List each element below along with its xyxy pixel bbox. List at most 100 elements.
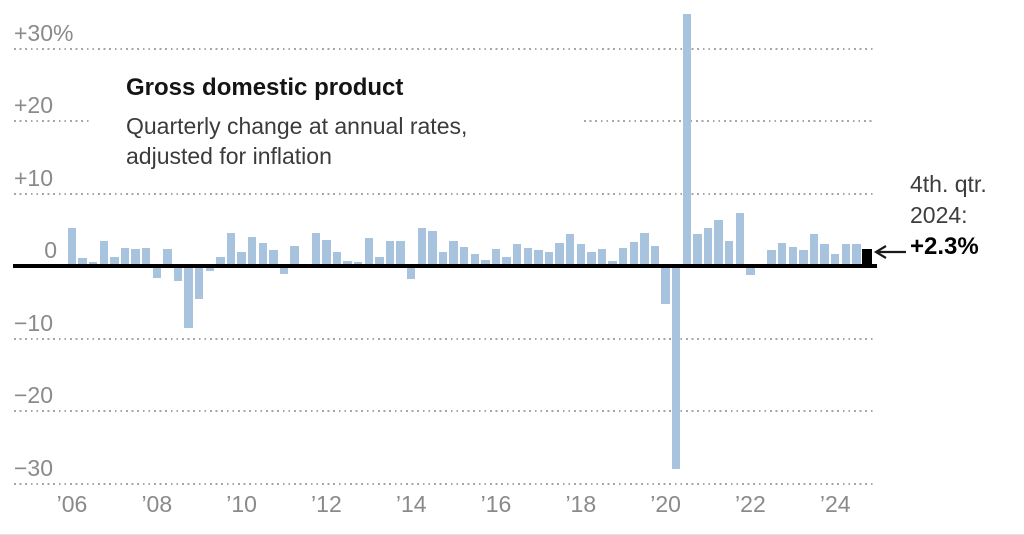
- y-tick-label-30: +30%: [14, 19, 74, 46]
- bar-2020-q3: [682, 13, 692, 266]
- bar-2006-q2: [78, 258, 87, 266]
- bar-2014-q4: [438, 251, 448, 266]
- bar-2008-q3: [173, 266, 183, 282]
- x-tick-label-2018: ’18: [565, 491, 597, 517]
- zero-axis-line: [13, 264, 877, 268]
- bar-2008-q4: [184, 266, 193, 328]
- bar-2016-q2: [502, 257, 511, 266]
- bar-2017-q1: [534, 250, 543, 266]
- bar-2018-q3: [597, 248, 607, 266]
- y-tick-label--10: −10: [14, 309, 54, 336]
- bar-2018-q4: [608, 260, 617, 266]
- bar-2012-q2: [332, 252, 342, 266]
- bar-2011-q2: [290, 245, 299, 266]
- y-tick-label-0: 0: [44, 237, 57, 263]
- bar-2013-q3: [385, 241, 395, 266]
- bar-2014-q1: [406, 266, 416, 280]
- bar-2019-q2: [629, 242, 639, 266]
- bar-2009-q3: [216, 256, 225, 266]
- bar-2011-q1: [279, 266, 289, 274]
- gridline-20-seg0: [14, 120, 91, 122]
- bar-2020-q2: [671, 266, 681, 469]
- bar-2006-q4: [99, 240, 109, 266]
- bar-2008-q1: [152, 266, 162, 279]
- bar-2019-q4: [650, 245, 660, 266]
- x-tick-label-2006: ’06: [56, 491, 88, 517]
- x-tick-label-2020: ’20: [650, 491, 681, 517]
- left-arrow-icon: [873, 245, 906, 259]
- gridline-30: [14, 47, 875, 50]
- bar-2012-q1: [322, 239, 331, 266]
- x-tick-label-2010: ’10: [226, 491, 257, 517]
- bar-2018-q1: [576, 243, 586, 266]
- bar-2014-q2: [417, 228, 427, 266]
- bar-2022-q4: [777, 242, 787, 266]
- bar-2021-q1: [703, 228, 713, 266]
- y-tick-label--20: −20: [14, 382, 54, 408]
- bar-2013-q2: [375, 257, 384, 266]
- y-tick-label-20: +20: [14, 92, 54, 118]
- gridline--20: [14, 410, 875, 412]
- bar-2016-q3: [512, 244, 522, 266]
- x-tick-label-2016: ’16: [480, 491, 512, 517]
- x-tick-label-2024: ’24: [819, 491, 851, 517]
- gridline--30: [14, 482, 875, 485]
- bar-2007-q1: [110, 257, 119, 266]
- bar-2010-q4: [269, 250, 278, 266]
- chart-subtitle-line2: adjusted for inflation: [126, 143, 332, 169]
- bar-2009-q2: [205, 266, 215, 272]
- bar-2009-q4: [226, 233, 236, 266]
- bar-2017-q3: [555, 242, 564, 266]
- annotation-value: +2.3%: [910, 233, 979, 260]
- bar-2010-q2: [247, 237, 257, 266]
- gridline--10: [14, 337, 875, 340]
- bar-2017-q2: [544, 252, 554, 266]
- bar-2015-q4: [481, 260, 490, 266]
- bar-2006-q1: [67, 227, 77, 266]
- bar-2009-q1: [194, 266, 204, 299]
- bar-2024-q1: [830, 254, 840, 266]
- bar-2017-q4: [565, 234, 575, 266]
- bar-2020-q1: [661, 266, 670, 305]
- bar-2008-q2: [163, 248, 172, 266]
- bar-2022-q3: [767, 250, 776, 266]
- bar-2010-q1: [237, 252, 246, 266]
- bar-2007-q4: [141, 247, 151, 266]
- x-tick-label-2012: ’12: [311, 491, 342, 517]
- bar-2010-q3: [258, 242, 268, 266]
- bar-2013-q4: [396, 241, 405, 266]
- bar-2018-q2: [587, 252, 596, 266]
- bar-2012-q3: [343, 260, 352, 266]
- x-tick-label-2008: ’08: [141, 491, 173, 517]
- bar-2021-q2: [714, 220, 723, 266]
- x-tick-label-2014: ’14: [395, 491, 427, 517]
- y-tick-label--30: −30: [14, 454, 54, 481]
- bar-2006-q3: [88, 261, 98, 266]
- annotation-line2: 2024:: [910, 202, 968, 228]
- bar-2023-q3: [809, 234, 819, 266]
- bar-2023-q4: [820, 243, 829, 266]
- bar-2024-q2: [841, 244, 851, 266]
- bar-2021-q4: [735, 213, 745, 266]
- bar-2011-q4: [311, 232, 321, 266]
- bar-2016-q4: [523, 247, 533, 266]
- x-tick-label-2022: ’22: [735, 491, 766, 517]
- bar-2007-q3: [131, 248, 140, 266]
- bar-2013-q1: [364, 237, 374, 266]
- y-tick-label-10: +10: [14, 164, 54, 191]
- bar-2024-q4: [862, 249, 872, 266]
- bar-2016-q1: [491, 249, 501, 266]
- bar-2014-q3: [428, 231, 437, 266]
- bar-2022-q1: [746, 266, 755, 275]
- bar-2015-q2: [459, 247, 469, 266]
- bar-2015-q3: [470, 253, 480, 266]
- bar-2023-q1: [788, 247, 798, 266]
- bar-2007-q2: [120, 247, 130, 266]
- chart-title: Gross domestic product: [126, 74, 404, 101]
- latest-quarter-annotation: 4th. qtr. 2024: +2.3%: [910, 169, 987, 262]
- bar-2020-q4: [693, 234, 702, 266]
